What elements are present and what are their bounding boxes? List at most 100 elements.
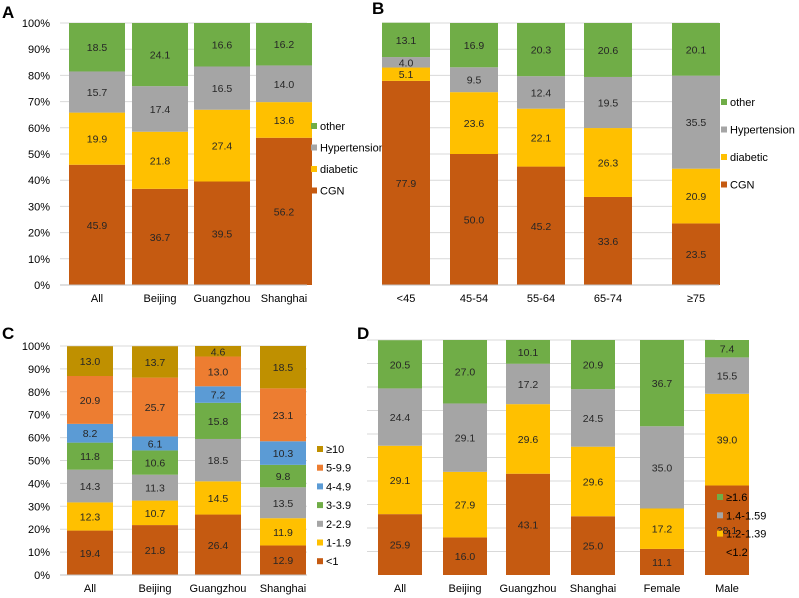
- panel-a-data-label: 13.6: [274, 115, 295, 127]
- panel-c-ytick-label: 40%: [28, 478, 50, 490]
- panel-c-bar-1-1_9-guangzhou: [195, 481, 241, 515]
- panel-c-data-label: 10.7: [145, 508, 166, 520]
- panel-d-bar-ge1_6-female: [640, 340, 684, 427]
- panel-d-xtick-label: Female: [644, 583, 681, 595]
- panel-a-data-label: 16.5: [212, 83, 233, 95]
- panel-c-letter: C: [2, 324, 14, 343]
- panel-c-data-label: 21.8: [145, 545, 166, 557]
- panel-d-bar-ge1_6-male: [705, 340, 749, 358]
- panel-b-bar-cgn-45-54: [450, 154, 498, 285]
- panel-d-bar-1_4-1_59-shanghai: [571, 389, 615, 447]
- panel-d-bar-1_2-1_39-male: [705, 393, 749, 486]
- panel-c-bar-4-4_9-shanghai: [260, 441, 306, 465]
- panel-c-xtick-label: Guangzhou: [190, 583, 247, 595]
- panel-a-ytick-label: 70%: [28, 97, 50, 109]
- panel-c-ytick-label: 100%: [22, 341, 50, 353]
- panel-d-data-label: 17.2: [652, 524, 673, 536]
- panel-c-legend-label-ge10: ≥10: [326, 444, 344, 456]
- panel-a-bar-diabetic-all: [69, 112, 125, 165]
- panel-c-data-label: 13.7: [145, 357, 166, 369]
- panel-a-ytick-label: 40%: [28, 175, 50, 187]
- panel-d-data-label: 25.9: [390, 540, 411, 552]
- panel-c-legend-swatch-5-9_9: [317, 464, 323, 471]
- panel-b-legend-label-hypertension: Hypertension: [730, 125, 795, 137]
- panel-c-bar-3-3_9-guangzhou: [195, 402, 241, 439]
- panel-c-bar-2-2_9-all: [67, 469, 113, 503]
- panel-a-data-label: 17.4: [150, 104, 171, 116]
- panel-b: B 77.9 5.14.0 13.1 <45 50.0 23.6 9.5 16.9 45-54 45…: [372, 0, 795, 305]
- panel-c-bar-5-9_9-all: [67, 375, 113, 424]
- panel-a-data-label: 16.2: [274, 39, 295, 51]
- panel-b-data-label: 13.1: [396, 35, 417, 47]
- panel-c-bar-lt1-all: [67, 530, 113, 575]
- panel-c-bar-5-9_9-beijing: [132, 377, 178, 437]
- panel-c-bar-2-2_9-guangzhou: [195, 438, 241, 482]
- panel-a-legend-swatch-diabetic: [311, 166, 317, 172]
- panel-b-legend-swatch-hypertension: [721, 126, 727, 133]
- panel-b-data-label: 77.9: [396, 178, 417, 190]
- panel-c-data-label: 18.5: [208, 455, 229, 467]
- panel-c-data-label: 12.3: [80, 511, 101, 523]
- panel-c-data-label: 11.9: [273, 527, 293, 539]
- panel-c-data-label: 9.8: [276, 471, 291, 483]
- panel-d-xtick-label: Beijing: [448, 583, 481, 595]
- panel-c-bar-2-2_9-beijing: [132, 474, 178, 501]
- panel-c-ytick-label: 90%: [28, 364, 50, 376]
- panel-d-legend-swatch-1_4-1_59: [717, 512, 723, 519]
- panel-c-legend-label-2-2_9: 2-2.9: [326, 519, 351, 531]
- panel-c-bar-lt1-shanghai: [260, 545, 306, 575]
- panel-a-ytick-label: 90%: [28, 44, 50, 56]
- panel-d-letter: D: [357, 324, 369, 343]
- panel-d-data-label: 20.5: [390, 359, 411, 371]
- panel-d-data-label: 29.6: [583, 476, 604, 488]
- panel-c-data-label: 14.5: [208, 493, 229, 505]
- panel-a-legend-label-hypertension: Hypertension: [320, 143, 385, 155]
- panel-a-data-label: 21.8: [150, 155, 171, 167]
- panel-c-data-label: 14.3: [80, 481, 101, 493]
- panel-a-data-label: 16.6: [212, 40, 233, 52]
- panel-a-legend-swatch-hypertension: [311, 144, 317, 151]
- panel-a-ytick-label: 0%: [34, 280, 50, 292]
- panel-c-legend-swatch-4-4_9: [317, 483, 323, 490]
- panel-d-legend-swatch-1_2-1_39: [717, 530, 723, 537]
- panel-a-bar-hypertension-beijing: [132, 86, 188, 132]
- panel-b-bar-diabetic-ge75: [672, 168, 720, 224]
- panel-d-bar-1_4-1_59-beijing: [443, 403, 487, 472]
- panel-d-bar-ge1_6-beijing: [443, 340, 487, 404]
- panel-c-legend-label-4-4_9: 4-4.9: [326, 481, 351, 493]
- panel-d-bar-ge1_6-all: [378, 340, 422, 389]
- panel-d-bar-lt1_2-guangzhou: [506, 473, 550, 575]
- panel-d-data-label: 16.0: [455, 551, 476, 563]
- panel-d-data-label: 15.5: [717, 371, 738, 383]
- panel-d-data-label: 17.2: [518, 379, 539, 391]
- panel-c-data-label: 4.6: [211, 346, 226, 358]
- panel-c-data-label: 13.5: [273, 498, 294, 510]
- panel-b-bar-cgn-lt45: [382, 80, 430, 285]
- panel-c-data-label: 11.8: [80, 451, 100, 463]
- panel-b-data-label: 50.0: [464, 215, 485, 227]
- panel-b-bar-hypertension-55-64: [517, 76, 565, 109]
- panel-b-data-label: 22.1: [531, 133, 552, 145]
- panel-b-data-label: 33.6: [598, 236, 619, 248]
- panel-c-ytick-label: 10%: [28, 547, 50, 559]
- panel-d-bar-lt1_2-beijing: [443, 537, 487, 575]
- panel-a-ytick-label: 60%: [28, 123, 50, 135]
- panel-d-data-label: 27.9: [455, 500, 476, 512]
- panel-c-bar-5-9_9-shanghai: [260, 388, 306, 442]
- panel-b-xtick-label: 45-54: [460, 293, 488, 305]
- panel-b-legend-swatch-diabetic: [721, 154, 727, 160]
- panel-b-data-label: 5.1: [399, 69, 414, 81]
- panel-b-letter: B: [372, 0, 384, 18]
- panel-a-bar-cgn-guangzhou: [194, 181, 250, 285]
- panel-d-xtick-label: All: [394, 583, 406, 595]
- panel-c-data-label: 13.0: [208, 366, 229, 378]
- panel-b-legend-label-diabetic: diabetic: [730, 152, 768, 164]
- panel-b-bar-other-ge75: [672, 23, 720, 76]
- panel-a-xtick-label: Beijing: [143, 293, 176, 305]
- panel-c-bar-ge10-beijing: [132, 346, 178, 378]
- panel-d-bar-1_2-1_39-female: [640, 508, 684, 549]
- panel-a-bar-other-guangzhou: [194, 23, 250, 67]
- panel-d-legend-label-ge1_6: ≥1.6: [726, 492, 747, 504]
- panel-d-bar-1_4-1_59-all: [378, 388, 422, 446]
